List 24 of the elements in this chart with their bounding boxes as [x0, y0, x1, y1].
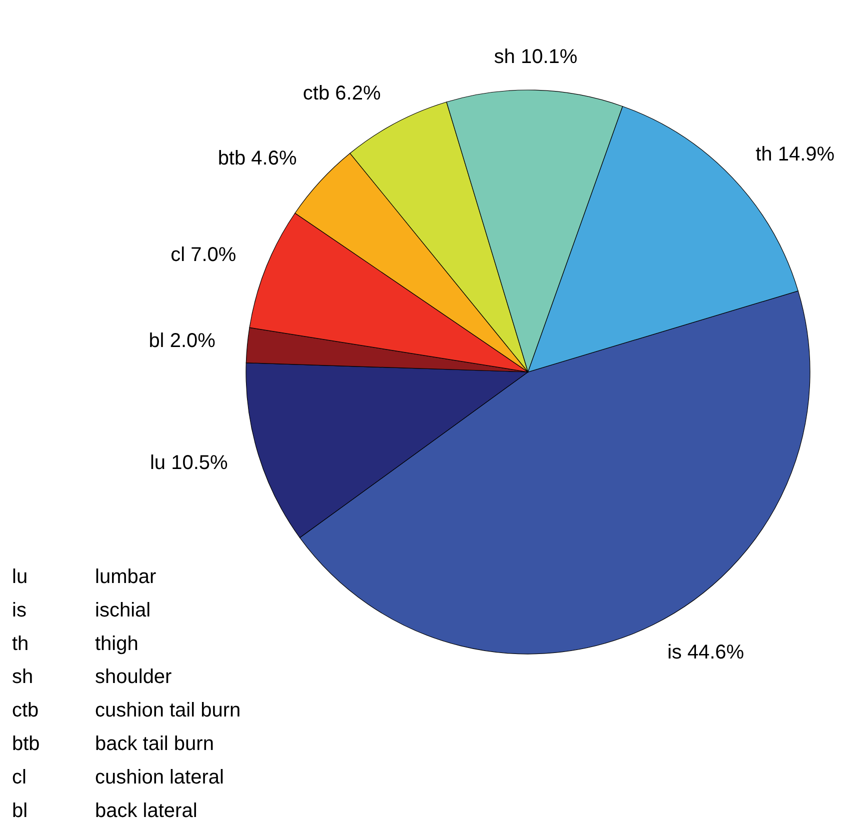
text: cl cushion lateral: [12, 766, 224, 789]
data-label: 10.1%: [515, 46, 578, 68]
slice-label: th: [756, 144, 772, 166]
data-label: 14.9%: [772, 144, 835, 166]
data-label: 6.2%: [330, 82, 381, 105]
slice-label: cl: [170, 244, 186, 266]
text: lu lumbar: [12, 566, 156, 588]
slice-label: lu: [150, 452, 166, 474]
text: is ischial: [12, 600, 151, 622]
data-label: 4.6%: [246, 148, 297, 170]
text: th thigh: [12, 633, 138, 656]
slice-label: btb: [218, 148, 246, 170]
data-label: 44.6%: [682, 642, 744, 664]
text: btb back tail burn: [12, 733, 214, 756]
text: ctb cushion tail burn: [12, 700, 241, 722]
slice-label: ctb: [302, 82, 330, 105]
text: bl back lateral: [12, 800, 198, 822]
slice-label: sh: [494, 46, 516, 68]
data-label: 7.0%: [185, 244, 236, 266]
slice-label: is: [667, 642, 682, 664]
slice-label: bl: [148, 330, 164, 352]
text: sh shoulder: [12, 666, 172, 688]
data-label: 2.0%: [164, 330, 216, 352]
data-label: 10.5%: [166, 452, 228, 474]
